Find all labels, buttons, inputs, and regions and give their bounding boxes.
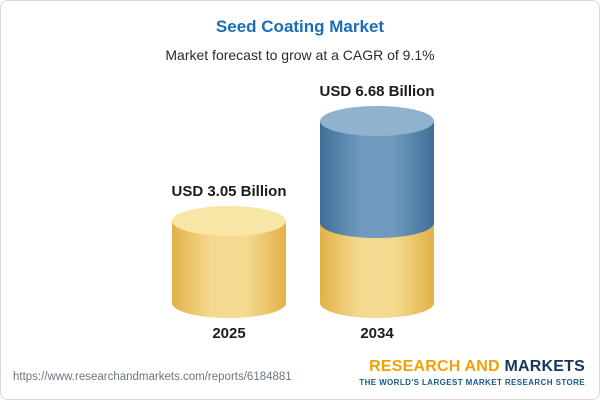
- cylinder-top-cap: [320, 106, 434, 136]
- x-axis-label-2034: 2034: [360, 325, 394, 342]
- growth-segment: [320, 121, 434, 223]
- value-label-2025: USD 3.05 Billion: [171, 183, 287, 200]
- logo-text-research-and: RESEARCH AND: [369, 358, 500, 375]
- logo-wordmark: RESEARCH AND MARKETS: [359, 358, 585, 376]
- report-url: https://www.researchandmarkets.com/repor…: [13, 371, 292, 383]
- logo-text-markets: MARKETS: [504, 358, 585, 375]
- chart-title: Seed Coating Market: [215, 17, 385, 36]
- value-label-2034: USD 6.68 Billion: [319, 83, 435, 100]
- bar-2025-cylinder: [172, 206, 286, 318]
- researchandmarkets-logo: RESEARCH AND MARKETS THE WORLD'S LARGEST…: [359, 358, 585, 387]
- bar-2034-cylinder: [320, 106, 434, 318]
- x-axis-label-2025: 2025: [212, 325, 246, 342]
- chart-subtitle: Market forecast to grow at a CAGR of 9.1…: [165, 47, 435, 63]
- cylinder-top-cap: [172, 206, 286, 236]
- logo-tagline: THE WORLD'S LARGEST MARKET RESEARCH STOR…: [359, 378, 585, 387]
- segment-seam: [320, 208, 434, 238]
